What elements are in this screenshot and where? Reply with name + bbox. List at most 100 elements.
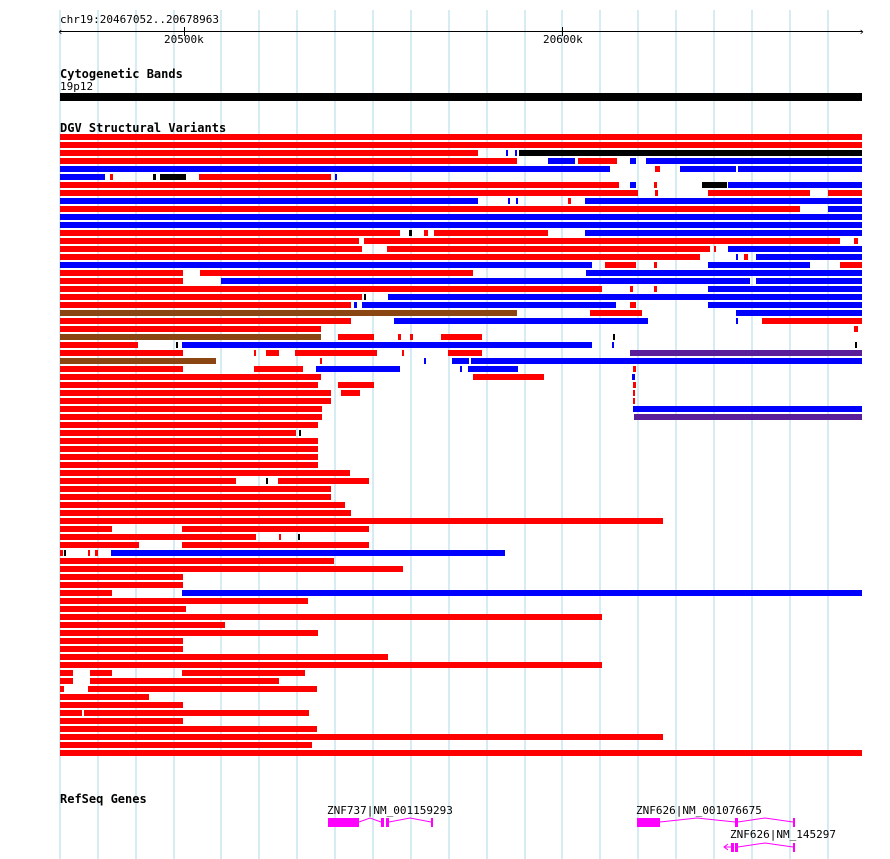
dgv-variant[interactable]: [630, 182, 636, 188]
dgv-variant[interactable]: [708, 262, 810, 268]
dgv-variant[interactable]: [60, 510, 351, 516]
dgv-variant[interactable]: [60, 134, 862, 140]
dgv-variant[interactable]: [60, 414, 322, 420]
dgv-variant[interactable]: [585, 198, 862, 204]
gene-label[interactable]: ZNF737|NM_001159293: [327, 804, 453, 817]
dgv-variant[interactable]: [60, 286, 602, 292]
dgv-variant[interactable]: [60, 190, 638, 196]
dgv-variant[interactable]: [60, 310, 517, 316]
dgv-variant[interactable]: [176, 342, 178, 348]
dgv-variant[interactable]: [60, 246, 362, 252]
dgv-variant[interactable]: [182, 542, 369, 548]
dgv-variant[interactable]: [60, 710, 82, 716]
dgv-variant[interactable]: [60, 222, 862, 228]
cytoband-bar[interactable]: [60, 93, 862, 101]
dgv-variant[interactable]: [708, 190, 810, 196]
dgv-variant[interactable]: [633, 406, 862, 412]
dgv-variant[interactable]: [60, 582, 183, 588]
dgv-variant[interactable]: [516, 198, 518, 204]
dgv-variant[interactable]: [60, 334, 321, 340]
gene-label[interactable]: ZNF626|NM_001076675: [636, 804, 762, 817]
dgv-variant[interactable]: [60, 478, 236, 484]
dgv-variant[interactable]: [338, 382, 374, 388]
dgv-variant[interactable]: [434, 230, 548, 236]
dgv-variant[interactable]: [613, 334, 615, 340]
dgv-variant[interactable]: [111, 550, 505, 556]
dgv-variant[interactable]: [60, 438, 318, 444]
dgv-variant[interactable]: [266, 478, 268, 484]
dgv-variant[interactable]: [506, 150, 508, 156]
dgv-variant[interactable]: [60, 214, 862, 220]
dgv-track[interactable]: [0, 134, 890, 759]
dgv-variant[interactable]: [708, 286, 862, 292]
dgv-variant[interactable]: [60, 206, 800, 212]
dgv-variant[interactable]: [364, 294, 366, 300]
dgv-variant[interactable]: [278, 478, 369, 484]
dgv-variant[interactable]: [586, 270, 862, 276]
dgv-variant[interactable]: [60, 654, 388, 660]
dgv-variant[interactable]: [182, 670, 305, 676]
dgv-variant[interactable]: [633, 390, 635, 396]
dgv-variant[interactable]: [60, 198, 478, 204]
dgv-variant[interactable]: [736, 310, 862, 316]
dgv-variant[interactable]: [60, 542, 139, 548]
dgv-variant[interactable]: [298, 534, 300, 540]
dgv-variant[interactable]: [708, 302, 862, 308]
dgv-variant[interactable]: [828, 206, 862, 212]
dgv-variant[interactable]: [471, 358, 862, 364]
dgv-variant[interactable]: [254, 350, 256, 356]
dgv-variant[interactable]: [738, 166, 862, 172]
dgv-variant[interactable]: [60, 630, 318, 636]
dgv-variant[interactable]: [654, 182, 657, 188]
dgv-variant[interactable]: [60, 622, 225, 628]
dgv-variant[interactable]: [64, 550, 66, 556]
dgv-variant[interactable]: [605, 262, 636, 268]
dgv-variant[interactable]: [60, 318, 351, 324]
dgv-variant[interactable]: [295, 350, 377, 356]
dgv-variant[interactable]: [200, 270, 473, 276]
dgv-variant[interactable]: [335, 174, 337, 180]
dgv-variant[interactable]: [60, 598, 308, 604]
dgv-variant[interactable]: [60, 494, 331, 500]
dgv-variant[interactable]: [160, 174, 186, 180]
dgv-variant[interactable]: [60, 566, 403, 572]
dgv-variant[interactable]: [60, 470, 350, 476]
dgv-variant[interactable]: [654, 262, 657, 268]
dgv-variant[interactable]: [612, 342, 614, 348]
dgv-variant[interactable]: [585, 230, 862, 236]
dgv-variant[interactable]: [90, 678, 279, 684]
dgv-variant[interactable]: [744, 254, 748, 260]
dgv-variant[interactable]: [60, 270, 183, 276]
dgv-variant[interactable]: [448, 350, 482, 356]
dgv-variant[interactable]: [632, 374, 635, 380]
dgv-variant[interactable]: [409, 230, 412, 236]
dgv-variant[interactable]: [84, 710, 309, 716]
dgv-variant[interactable]: [60, 558, 334, 564]
dgv-variant[interactable]: [762, 318, 862, 324]
dgv-variant[interactable]: [634, 414, 862, 420]
dgv-variant[interactable]: [394, 318, 648, 324]
dgv-variant[interactable]: [60, 574, 183, 580]
dgv-variant[interactable]: [60, 230, 400, 236]
dgv-variant[interactable]: [110, 174, 113, 180]
dgv-variant[interactable]: [633, 366, 636, 372]
dgv-variant[interactable]: [60, 718, 183, 724]
dgv-variant[interactable]: [714, 246, 716, 252]
dgv-variant[interactable]: [88, 550, 90, 556]
dgv-variant[interactable]: [736, 254, 738, 260]
dgv-variant[interactable]: [354, 302, 357, 308]
dgv-variant[interactable]: [88, 686, 317, 692]
dgv-variant[interactable]: [441, 334, 482, 340]
gene-label[interactable]: ZNF626|NM_145297: [730, 828, 836, 841]
dgv-variant[interactable]: [60, 686, 64, 692]
dgv-variant[interactable]: [515, 150, 517, 156]
dgv-variant[interactable]: [362, 302, 616, 308]
dgv-variant[interactable]: [60, 382, 318, 388]
dgv-variant[interactable]: [60, 606, 186, 612]
dgv-variant[interactable]: [60, 734, 663, 740]
dgv-variant[interactable]: [60, 254, 700, 260]
dgv-variant[interactable]: [266, 350, 279, 356]
dgv-variant[interactable]: [736, 318, 738, 324]
dgv-variant[interactable]: [279, 534, 281, 540]
dgv-variant[interactable]: [60, 486, 331, 492]
